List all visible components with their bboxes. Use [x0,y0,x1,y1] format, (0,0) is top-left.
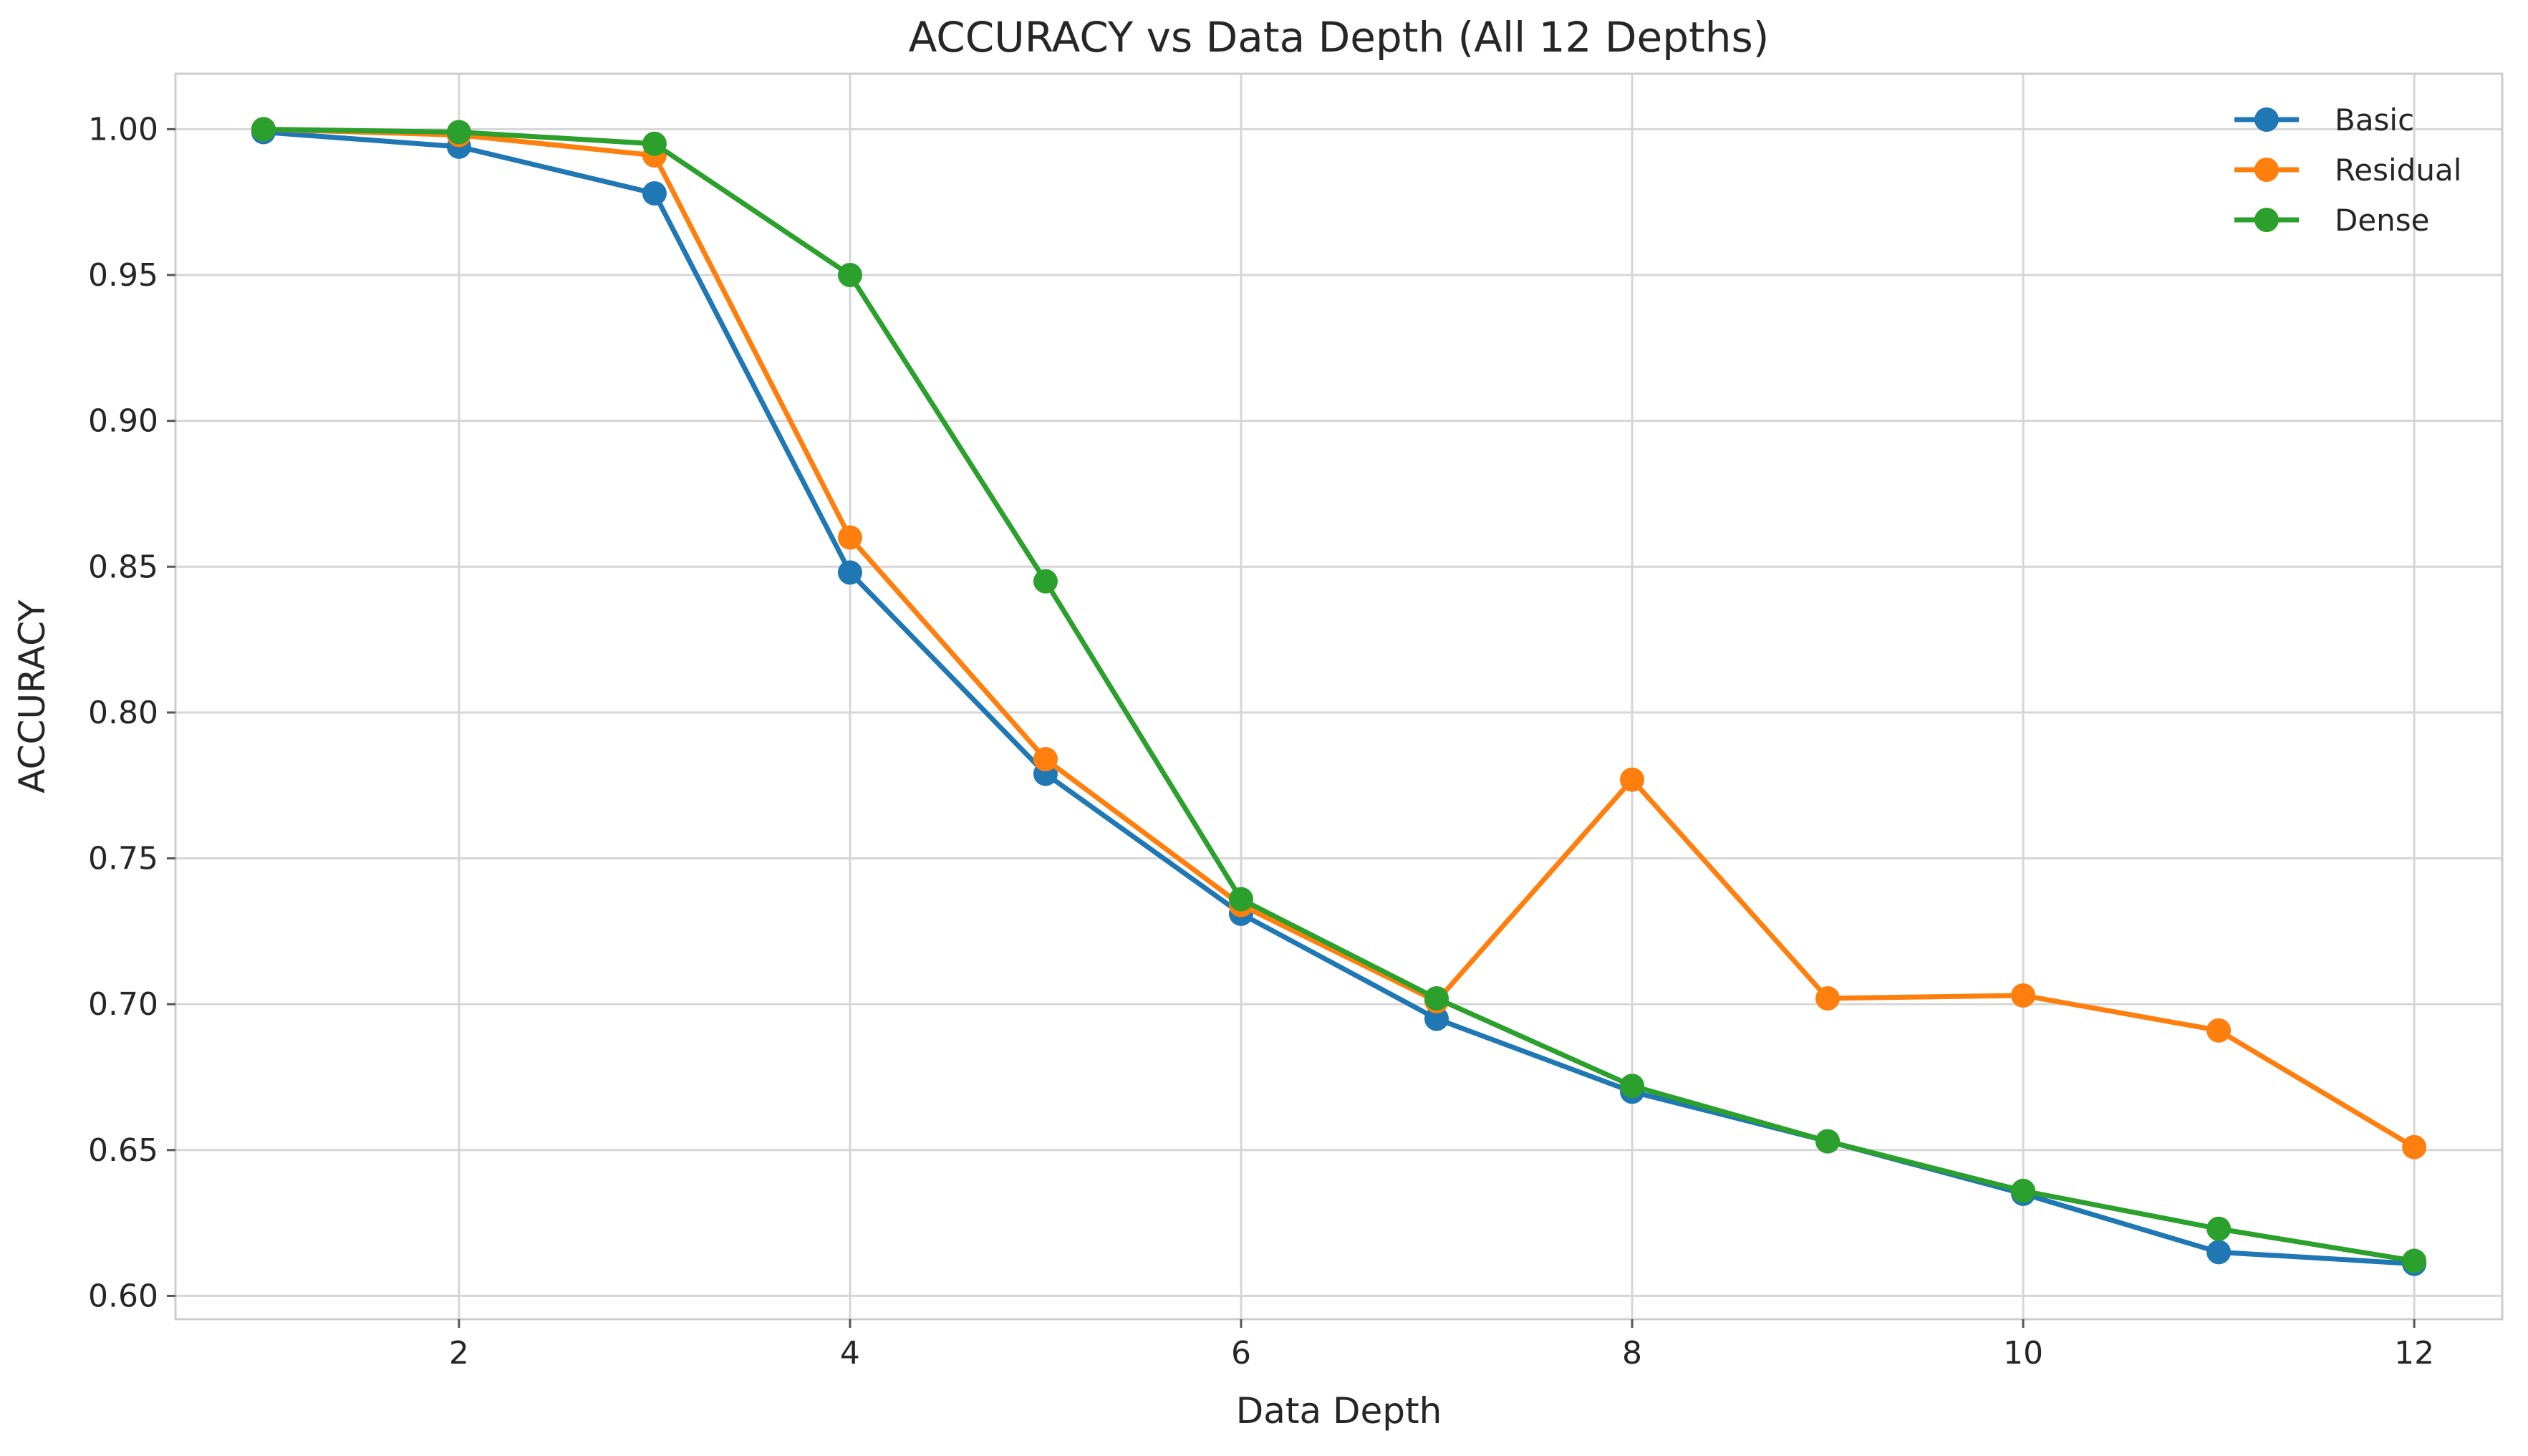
x-tick-label: 2 [449,1335,469,1371]
data-point-residual [2011,983,2036,1008]
x-tick-label: 6 [1231,1335,1251,1371]
data-point-residual [2402,1134,2427,1160]
legend-label: Residual [2335,153,2461,188]
x-tick-label: 8 [1622,1335,1642,1371]
data-point-dense [1620,1074,1645,1099]
data-point-dense [837,263,862,288]
data-point-residual [837,525,862,550]
data-point-dense [1424,986,1449,1011]
data-point-basic [837,560,862,585]
data-point-dense [2402,1248,2427,1273]
data-point-dense [2011,1178,2036,1203]
plot-frame [174,72,2504,1321]
y-tick-label: 0.95 [88,257,158,294]
series-layer [251,117,2427,1276]
legend-item-basic: Basic [2234,102,2414,138]
data-point-residual [1815,986,1840,1011]
series-basic [251,120,2427,1276]
y-tick-label: 1.00 [88,111,158,148]
data-point-residual [2206,1018,2232,1043]
tick-labels: 2 4 6 8 10 12 0.60 0.65 0.70 0.75 0.80 0.85 0.90 0.95… [88,111,2434,1371]
legend: Basic Residual Dense [2234,102,2461,238]
y-tick-label: 0.60 [88,1278,158,1314]
legend-label: Dense [2335,203,2430,238]
data-point-residual [1620,767,1645,792]
x-tick-label: 12 [2394,1335,2434,1371]
data-point-residual [1033,747,1058,772]
y-tick-label: 0.90 [88,403,158,440]
legend-swatch-marker [2254,107,2279,132]
data-point-dense [1815,1129,1840,1154]
legend-label: Basic [2335,102,2414,138]
series-residual [251,117,2427,1160]
series-line-basic [261,129,2417,1267]
series-dense [251,117,2427,1273]
x-tick-label: 10 [2003,1335,2043,1371]
x-tick-label: 4 [840,1335,860,1371]
y-tick-label: 0.85 [88,549,158,585]
y-tick-label: 0.65 [88,1132,158,1169]
x-axis-label: Data Depth [1236,1390,1442,1432]
data-point-dense [1228,887,1253,912]
data-point-dense [2206,1216,2232,1241]
series-line-dense [261,126,2417,1264]
legend-item-dense: Dense [2234,203,2430,238]
data-point-basic [642,180,667,206]
y-tick-label: 0.70 [88,986,158,1023]
y-axis-label: ACCURACY [11,599,53,794]
y-tick-label: 0.75 [88,841,158,877]
series-line-residual [261,126,2417,1150]
data-point-dense [642,131,667,156]
grid-lines [175,74,2502,1319]
data-point-dense [1033,569,1058,594]
chart-title: ACCURACY vs Data Depth (All 12 Depths) [909,13,1770,62]
data-point-basic [1424,1006,1449,1031]
data-point-dense [446,120,471,145]
legend-swatch-marker [2254,208,2279,232]
legend-item-residual: Residual [2234,153,2461,188]
data-point-basic [2206,1240,2232,1265]
y-tick-label: 0.80 [88,695,158,731]
data-point-dense [251,117,276,142]
legend-swatch-marker [2254,158,2279,182]
